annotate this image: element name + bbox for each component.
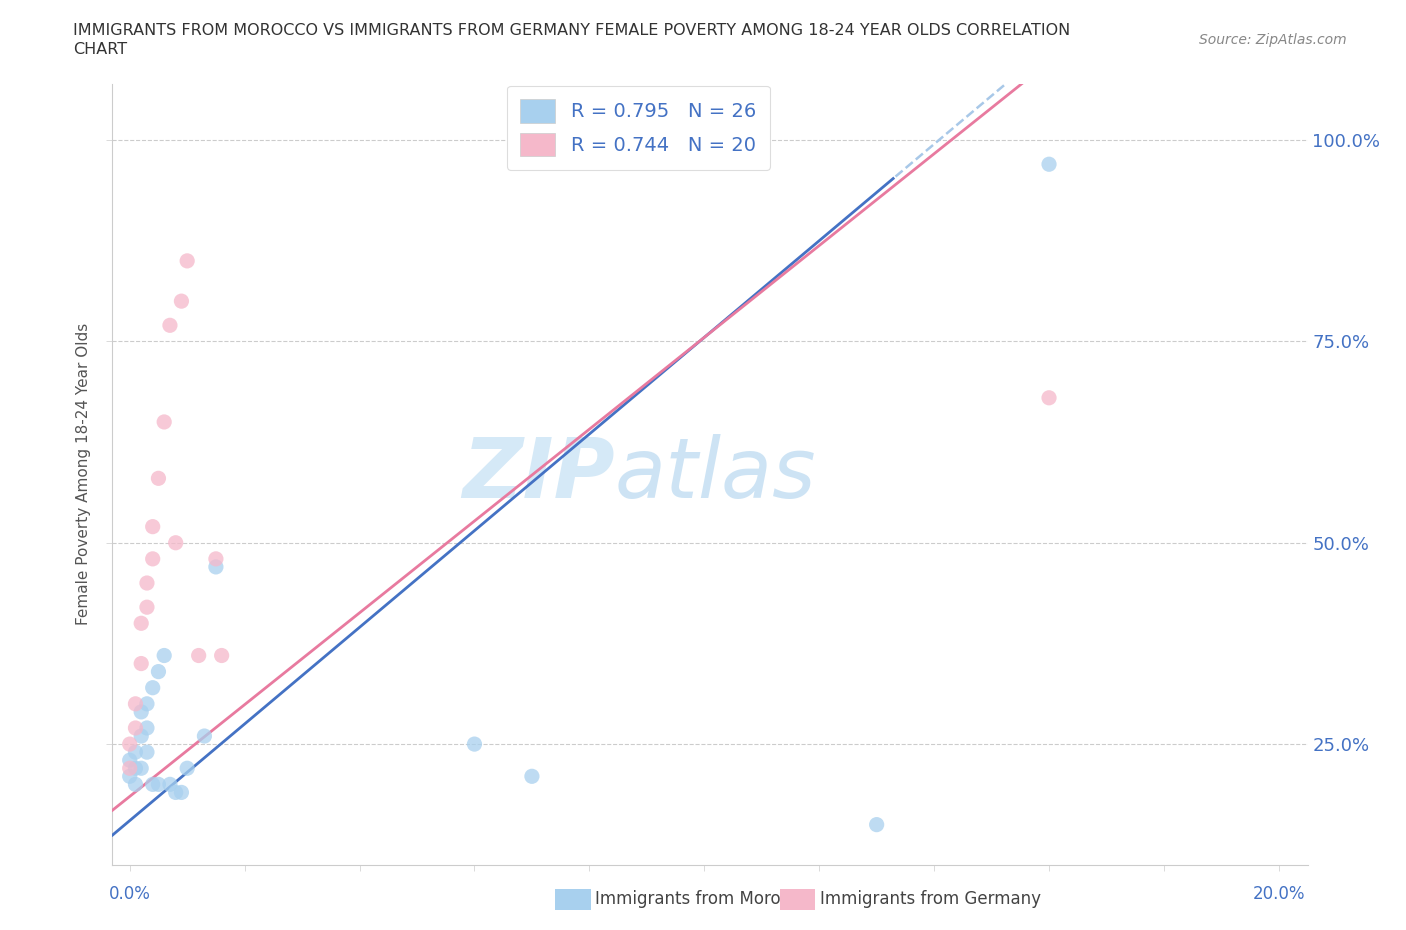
Point — [159, 318, 181, 333]
Point — [129, 728, 152, 743]
Text: Source: ZipAtlas.com: Source: ZipAtlas.com — [1199, 33, 1347, 46]
Point — [187, 648, 209, 663]
Point — [142, 777, 165, 791]
Text: ZIP: ZIP — [461, 433, 614, 515]
Point — [124, 761, 146, 776]
Point — [124, 777, 146, 791]
Point — [205, 560, 228, 575]
Point — [148, 777, 170, 791]
Point — [153, 415, 176, 430]
Point — [136, 697, 159, 711]
Point — [142, 551, 165, 566]
Point — [170, 785, 193, 800]
Text: IMMIGRANTS FROM MOROCCO VS IMMIGRANTS FROM GERMANY FEMALE POVERTY AMONG 18-24 YE: IMMIGRANTS FROM MOROCCO VS IMMIGRANTS FR… — [73, 23, 1070, 38]
Y-axis label: Female Poverty Among 18-24 Year Olds: Female Poverty Among 18-24 Year Olds — [76, 324, 91, 625]
Point — [136, 576, 159, 591]
Point — [118, 737, 141, 751]
Point — [165, 536, 187, 551]
Point — [165, 785, 187, 800]
Point — [148, 471, 170, 485]
Point — [176, 254, 198, 269]
Point — [520, 769, 543, 784]
Text: atlas: atlas — [614, 433, 815, 515]
Point — [129, 616, 152, 631]
Point — [866, 817, 889, 832]
Point — [159, 777, 181, 791]
Text: CHART: CHART — [73, 42, 127, 57]
Point — [118, 752, 141, 767]
Text: 20.0%: 20.0% — [1253, 885, 1305, 903]
Text: 0.0%: 0.0% — [108, 885, 150, 903]
Text: Immigrants from Morocco: Immigrants from Morocco — [595, 890, 808, 909]
Point — [142, 519, 165, 534]
Point — [124, 697, 146, 711]
Point — [148, 664, 170, 679]
Point — [153, 648, 176, 663]
Point — [1038, 391, 1060, 405]
Text: Immigrants from Germany: Immigrants from Germany — [820, 890, 1040, 909]
Point — [1038, 157, 1060, 172]
Point — [463, 737, 485, 751]
Point — [118, 761, 141, 776]
Point — [129, 761, 152, 776]
Point — [176, 761, 198, 776]
Point — [136, 745, 159, 760]
Point — [118, 769, 141, 784]
Point — [205, 551, 228, 566]
Point — [136, 600, 159, 615]
Point — [170, 294, 193, 309]
Point — [129, 704, 152, 719]
Point — [211, 648, 233, 663]
Point — [124, 745, 146, 760]
Point — [129, 657, 152, 671]
Point — [136, 721, 159, 736]
Point — [193, 728, 215, 743]
Point — [124, 721, 146, 736]
Legend: R = 0.795   N = 26, R = 0.744   N = 20: R = 0.795 N = 26, R = 0.744 N = 20 — [506, 86, 770, 170]
Point — [142, 680, 165, 695]
